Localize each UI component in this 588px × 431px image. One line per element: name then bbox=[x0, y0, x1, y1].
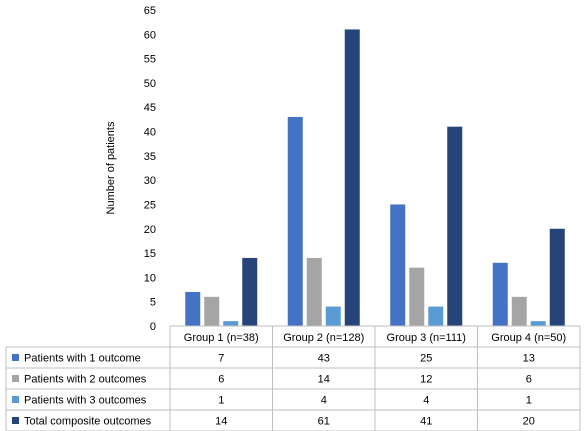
data-label: 13 bbox=[523, 353, 535, 365]
y-tick-label: 25 bbox=[144, 199, 156, 211]
data-label: 25 bbox=[420, 353, 432, 365]
data-label: 4 bbox=[321, 395, 327, 407]
data-label: 14 bbox=[215, 416, 227, 428]
bar-1-3 bbox=[223, 321, 239, 326]
bar-2-1 bbox=[287, 116, 303, 326]
y-axis-label: Number of patients bbox=[105, 121, 117, 214]
data-label: 43 bbox=[318, 353, 330, 365]
category-label: Group 1 (n=38) bbox=[184, 332, 259, 344]
bar-4-3 bbox=[530, 321, 546, 326]
legend-label: Total composite outcomes bbox=[24, 416, 152, 428]
y-tick-label: 65 bbox=[144, 5, 156, 17]
bar-1-2 bbox=[204, 296, 220, 326]
data-label: 61 bbox=[318, 416, 330, 428]
bar-1-1 bbox=[185, 291, 201, 326]
data-label: 6 bbox=[218, 374, 224, 386]
bar-2-3 bbox=[325, 306, 341, 326]
data-label: 1 bbox=[218, 395, 224, 407]
bar-3-2 bbox=[409, 267, 425, 326]
y-tick-label: 5 bbox=[150, 297, 156, 309]
bar-4-2 bbox=[511, 296, 527, 326]
bar-1-4 bbox=[242, 257, 258, 326]
category-label: Group 2 (n=128) bbox=[283, 332, 364, 344]
data-label: 1 bbox=[526, 395, 532, 407]
bar-2-2 bbox=[306, 257, 322, 326]
y-tick-label: 50 bbox=[144, 78, 156, 90]
bar-3-1 bbox=[390, 204, 406, 326]
bar-3-3 bbox=[428, 306, 444, 326]
data-label: 7 bbox=[218, 353, 224, 365]
y-tick-label: 60 bbox=[144, 29, 156, 41]
legend-label: Patients with 3 outcomes bbox=[24, 395, 147, 407]
bar-3-4 bbox=[447, 126, 463, 326]
legend-swatch bbox=[12, 396, 19, 403]
y-tick-label: 20 bbox=[144, 224, 156, 236]
y-tick-label: 15 bbox=[144, 248, 156, 260]
category-label: Group 3 (n=111) bbox=[387, 332, 466, 344]
y-tick-label: 40 bbox=[144, 127, 156, 139]
data-label: 14 bbox=[318, 374, 330, 386]
y-axis: 0 5 10 15 20 25 30 35 40 45 50 55 60 65 bbox=[144, 5, 156, 333]
data-label: 12 bbox=[420, 374, 432, 386]
y-tick-label: 0 bbox=[150, 321, 156, 333]
y-tick-label: 30 bbox=[144, 175, 156, 187]
bar-4-4 bbox=[549, 228, 565, 326]
legend-label: Patients with 2 outcomes bbox=[24, 374, 147, 386]
data-label: 41 bbox=[420, 416, 432, 428]
y-tick-label: 45 bbox=[144, 102, 156, 114]
y-tick-label: 55 bbox=[144, 54, 156, 66]
legend-swatch bbox=[12, 417, 19, 424]
data-label: 6 bbox=[526, 374, 532, 386]
category-label: Group 4 (n=50) bbox=[491, 332, 566, 344]
data-label: 4 bbox=[423, 395, 429, 407]
legend-label: Patients with 1 outcome bbox=[24, 353, 141, 365]
bars bbox=[185, 29, 565, 326]
y-tick-label: 10 bbox=[144, 272, 156, 284]
data-label: 20 bbox=[523, 416, 535, 428]
data-table: Group 1 (n=38) Group 2 (n=128) Group 3 (n=… bbox=[5, 325, 581, 431]
legend-swatch bbox=[12, 375, 19, 382]
bar-2-4 bbox=[344, 29, 360, 326]
y-tick-label: 35 bbox=[144, 151, 156, 163]
bar-4-1 bbox=[492, 262, 508, 326]
legend-swatch bbox=[12, 354, 19, 361]
